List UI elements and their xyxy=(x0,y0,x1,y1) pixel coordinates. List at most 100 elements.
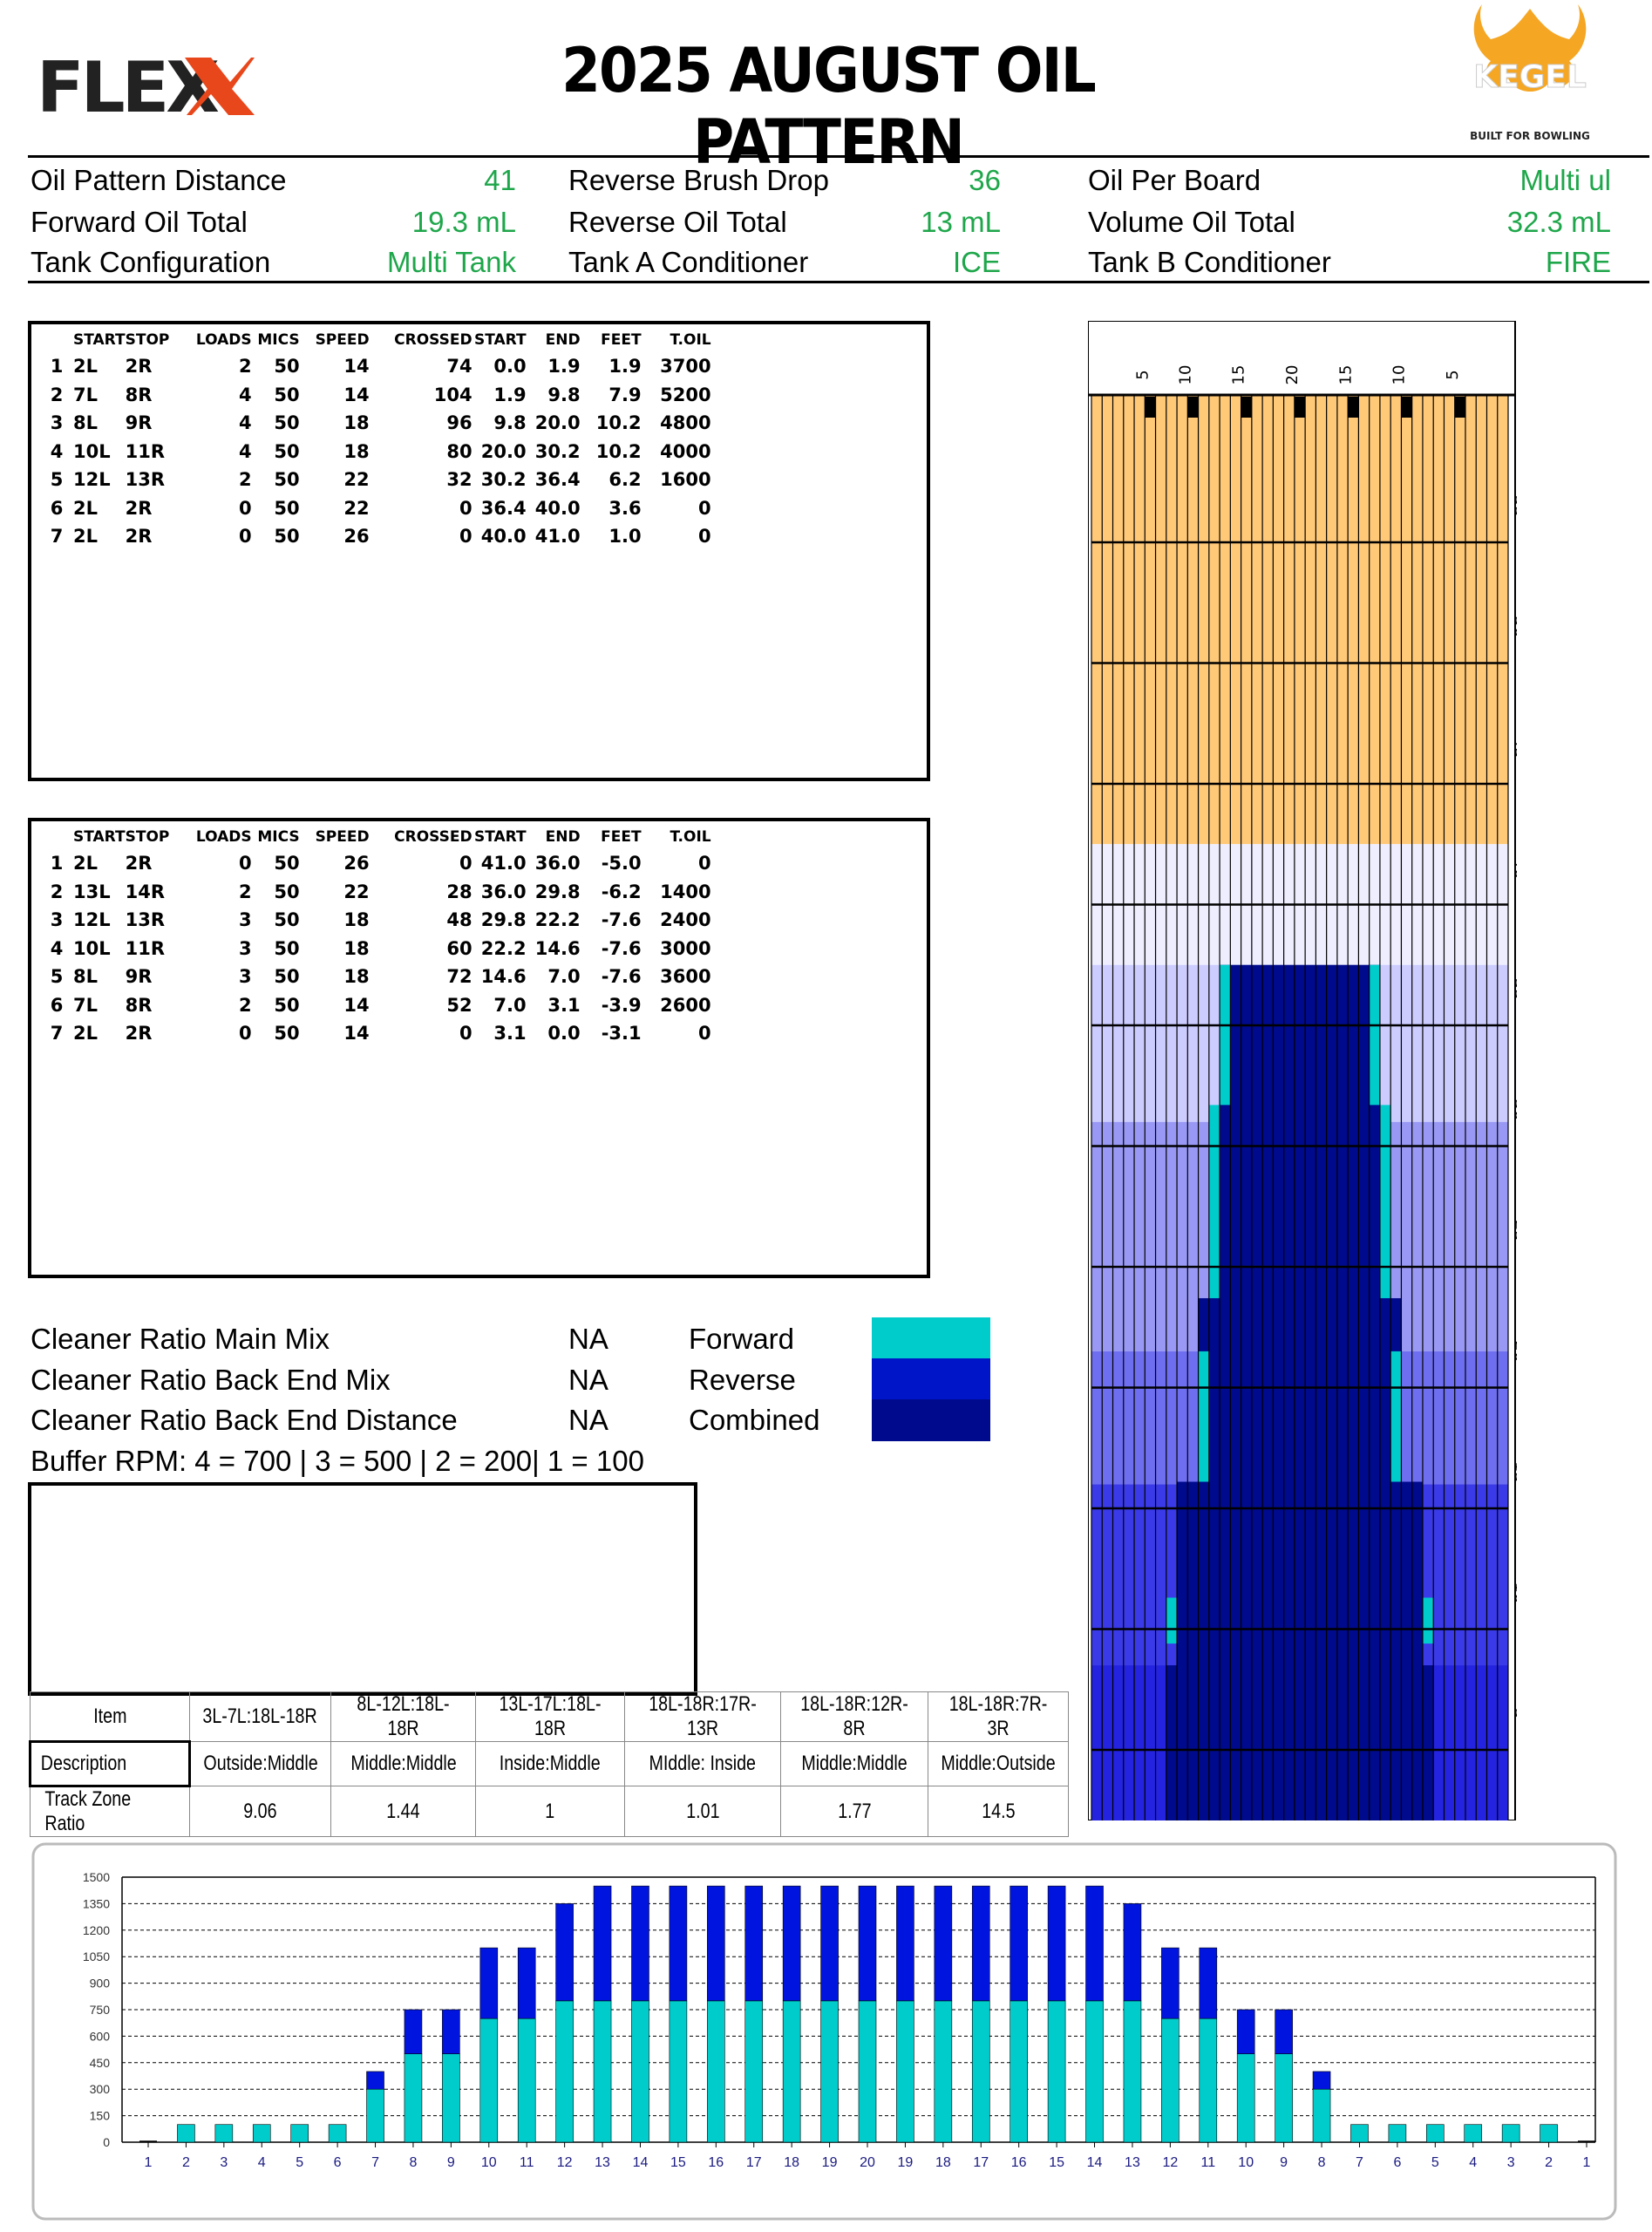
header-divider xyxy=(28,155,1649,158)
reverse-bar xyxy=(479,1947,499,2019)
reverse-bar xyxy=(1047,1885,1066,2002)
table-cell: 40.0 xyxy=(480,526,527,548)
table-cell: 2L xyxy=(73,497,98,519)
forward-bar xyxy=(1540,2124,1558,2143)
forward-bar xyxy=(1199,2018,1218,2143)
y-tick-label: 600 xyxy=(90,2029,111,2043)
table-cell: 7L xyxy=(73,994,98,1016)
x-tick-label: 8 xyxy=(1318,2155,1326,2170)
table-cell: 104 xyxy=(433,384,472,405)
table-cell: 22 xyxy=(343,881,370,902)
table-cell: 14R xyxy=(125,881,166,902)
x-tick-label: 14 xyxy=(633,2155,649,2170)
x-tick-label: 4 xyxy=(258,2155,266,2170)
distance-label: 35 xyxy=(1511,978,1517,1000)
legend-label: Forward xyxy=(689,1323,795,1355)
ratio-cell-text: Middle:Middle xyxy=(801,1752,908,1775)
table-cell: 0 xyxy=(697,853,711,874)
table-row: 1 2L 2R 0 50 26 0 41.0 36.0 -5.0 0 xyxy=(40,849,711,878)
table-cell: 41.0 xyxy=(534,526,581,548)
table-cell: 4 xyxy=(238,440,252,462)
arrow-marker xyxy=(1187,397,1199,418)
forward-bar xyxy=(1010,2000,1028,2143)
forward-oil-strip xyxy=(1208,1105,1220,1298)
table-cell: 0 xyxy=(697,1023,711,1045)
table-cell: 10.2 xyxy=(595,440,642,462)
table-cell: -5.0 xyxy=(601,853,642,874)
table-cell: 13R xyxy=(125,909,166,931)
table-cell: 36.4 xyxy=(534,469,581,491)
summary-label: Volume Oil Total xyxy=(1088,206,1295,238)
reverse-bar xyxy=(1312,2071,1331,2090)
reverse-table-box: START STOP LOADS MICS SPEED CROSSED START END FE… xyxy=(28,818,930,1278)
table-cell: 5 xyxy=(50,966,64,988)
reverse-bar xyxy=(669,1885,688,2002)
forward-bar xyxy=(1275,2053,1293,2143)
table-cell: 3700 xyxy=(660,356,711,378)
arrow-marker xyxy=(1145,397,1156,418)
summary-value: FIRE xyxy=(1545,246,1611,278)
x-tick-label: 6 xyxy=(334,2155,342,2170)
ratio-cell: 18L-18R:7R-3R xyxy=(928,1691,1070,1742)
table-cell: 2 xyxy=(50,881,64,902)
table-cell: 3 xyxy=(238,966,252,988)
ratio-cell: Item xyxy=(30,1691,190,1742)
reverse-bar xyxy=(366,2071,384,2090)
ratio-cell: 9.06 xyxy=(188,1786,332,1837)
forward-bar xyxy=(1426,2124,1445,2143)
table-cell: 50 xyxy=(274,853,300,874)
reverse-bar xyxy=(442,2009,460,2054)
table-cell: 2 xyxy=(238,881,252,902)
table-cell: 2 xyxy=(238,469,252,491)
table-cell: 0 xyxy=(238,853,252,874)
table-cell: 9R xyxy=(125,412,153,434)
table-row: 2 13L 14R 2 50 22 28 36.0 29.8 -6.2 1400 xyxy=(40,878,711,907)
table-row: 6 2L 2R 0 50 22 0 36.4 40.0 3.6 0 xyxy=(40,494,711,523)
table-row: 7 2L 2R 0 50 14 0 3.1 0.0 -3.1 0 xyxy=(40,1019,711,1048)
forward-bar xyxy=(366,2088,384,2143)
x-tick-label: 8 xyxy=(409,2155,417,2170)
reverse-bar xyxy=(631,1885,649,2002)
x-tick-label: 4 xyxy=(1469,2155,1477,2170)
summary-value: ICE xyxy=(952,246,1001,278)
ratio-cell: MIddle: Inside xyxy=(624,1741,782,1786)
table-cell: 12L xyxy=(73,469,111,491)
cleaner-label: Cleaner Ratio Main Mix xyxy=(31,1323,330,1355)
forward-bar xyxy=(593,2000,612,2143)
x-tick-label: 5 xyxy=(1431,2155,1439,2170)
y-tick-label: 1500 xyxy=(83,1870,110,1884)
table-cell: 1600 xyxy=(660,469,711,491)
forward-bar xyxy=(328,2124,347,2143)
legend-label: Reverse xyxy=(689,1364,796,1396)
ratio-cell-text: 1.44 xyxy=(386,1799,420,1823)
table-cell: 8L xyxy=(73,966,98,988)
ratio-cell-text: 8L-12L:18L-18R xyxy=(357,1692,450,1740)
reverse-bar xyxy=(1236,2009,1255,2054)
table-cell: -6.2 xyxy=(601,881,642,902)
reverse-bar xyxy=(1085,1885,1104,2002)
reverse-bar xyxy=(896,1885,914,2002)
ratio-cell-text: Outside:Middle xyxy=(203,1752,318,1775)
forward-bar xyxy=(1047,2000,1066,2143)
x-tick-label: 3 xyxy=(1507,2155,1515,2170)
forward-bar xyxy=(177,2124,195,2143)
table-cell: 0 xyxy=(459,1023,472,1045)
table-cell: 41.0 xyxy=(480,853,527,874)
table-cell: 6.2 xyxy=(608,469,642,491)
forward-oil-strip xyxy=(1379,1105,1391,1298)
table-cell: 7L xyxy=(73,384,98,405)
summary-divider xyxy=(28,281,1649,283)
table-cell: 50 xyxy=(274,994,300,1016)
distance-label: 55 xyxy=(1511,495,1517,517)
table-cell: 9.8 xyxy=(547,384,581,405)
y-tick-label: 900 xyxy=(90,1977,111,1990)
table-row: 4 10L 11R 4 50 18 80 20.0 30.2 10.2 4000 xyxy=(40,438,711,466)
table-cell: 18 xyxy=(343,440,370,462)
table-cell: 96 xyxy=(446,412,472,434)
table-cell: 0 xyxy=(459,526,472,548)
forward-bar xyxy=(1388,2124,1407,2143)
table-cell: 8R xyxy=(125,384,153,405)
table-cell: 2 xyxy=(238,994,252,1016)
table-cell: 2R xyxy=(125,526,153,548)
forward-bar xyxy=(404,2053,423,2143)
